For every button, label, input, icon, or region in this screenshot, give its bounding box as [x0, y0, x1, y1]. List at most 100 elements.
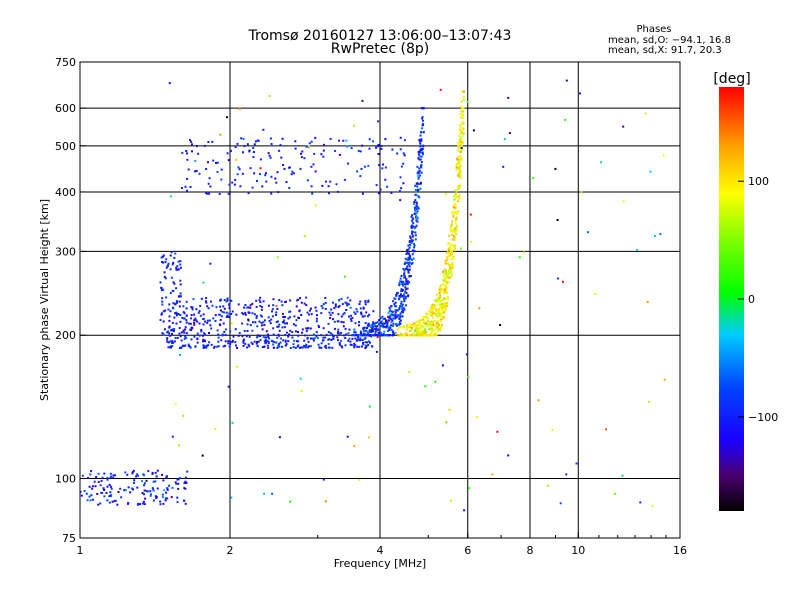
data-point	[458, 165, 461, 168]
data-point	[248, 335, 251, 338]
data-point	[337, 306, 340, 308]
data-point	[557, 277, 560, 280]
data-point	[143, 489, 146, 492]
data-point	[452, 230, 455, 232]
data-point	[413, 227, 416, 230]
data-point	[242, 340, 245, 342]
chart-title: Tromsø 20160127 13:06:00–13:07:43	[248, 28, 512, 44]
data-point	[171, 333, 173, 336]
colorbar-label: [deg]	[713, 71, 750, 87]
data-point	[358, 321, 360, 323]
data-point	[405, 292, 408, 294]
data-point	[248, 345, 251, 348]
data-point	[357, 338, 360, 341]
data-point	[414, 330, 417, 333]
data-point	[236, 142, 239, 145]
data-point	[174, 337, 177, 339]
data-point	[184, 335, 187, 338]
y-tick-label: 75	[62, 532, 76, 545]
data-point	[348, 328, 351, 331]
data-point	[215, 306, 218, 309]
x-tick-label: 2	[227, 544, 234, 557]
data-point	[639, 501, 642, 504]
data-point	[338, 304, 341, 307]
data-point	[562, 280, 564, 283]
data-point	[453, 231, 456, 233]
data-point	[322, 339, 325, 342]
data-point	[417, 176, 420, 179]
data-point	[290, 173, 293, 176]
data-point	[390, 305, 393, 308]
data-point	[410, 323, 412, 326]
data-point	[419, 187, 422, 190]
data-point	[263, 324, 266, 326]
data-point	[177, 313, 180, 315]
data-point	[166, 488, 169, 491]
data-point	[443, 304, 446, 306]
data-point	[180, 295, 182, 298]
data-point	[334, 303, 337, 306]
data-point	[167, 308, 170, 311]
data-point	[354, 331, 357, 334]
data-point	[164, 260, 167, 263]
data-point	[403, 308, 406, 311]
data-point	[105, 492, 108, 494]
data-point	[565, 473, 568, 476]
data-point	[189, 345, 192, 348]
data-point	[424, 334, 426, 337]
data-point	[218, 323, 221, 326]
data-point	[85, 492, 88, 495]
data-point	[215, 162, 217, 164]
data-point	[448, 269, 451, 272]
data-point	[283, 319, 286, 322]
data-point	[406, 326, 409, 329]
data-point	[461, 130, 464, 132]
data-point	[452, 235, 455, 238]
data-point	[399, 277, 402, 280]
data-point	[448, 263, 451, 266]
data-point	[360, 312, 363, 315]
data-point	[182, 311, 185, 314]
data-point	[179, 346, 182, 349]
data-point	[507, 454, 510, 457]
data-point	[275, 313, 277, 316]
data-point	[343, 334, 346, 337]
data-point	[168, 326, 171, 329]
data-point	[142, 500, 145, 503]
data-point	[285, 343, 288, 346]
data-point	[458, 143, 461, 146]
data-point	[468, 487, 470, 490]
data-point	[256, 325, 259, 328]
data-point	[429, 323, 432, 326]
data-point	[254, 321, 257, 324]
data-point	[258, 299, 261, 302]
data-point	[156, 469, 159, 472]
data-point	[454, 203, 457, 206]
data-point	[191, 306, 194, 309]
data-point	[340, 315, 343, 318]
data-point	[403, 300, 406, 303]
data-point	[411, 235, 414, 238]
data-point	[242, 138, 245, 140]
data-point	[168, 315, 171, 318]
data-point	[403, 283, 406, 286]
data-point	[432, 334, 435, 337]
data-point	[206, 192, 209, 195]
data-point	[305, 304, 308, 307]
data-point	[228, 312, 231, 315]
data-point	[87, 477, 89, 479]
data-point	[443, 297, 446, 300]
data-point	[457, 161, 460, 164]
data-point	[449, 247, 452, 250]
data-point	[284, 334, 287, 336]
data-point	[412, 234, 415, 237]
data-point	[248, 150, 251, 153]
data-point	[340, 332, 343, 334]
data-point	[79, 490, 82, 493]
data-point	[169, 254, 172, 257]
data-point	[413, 323, 416, 326]
data-point	[173, 256, 176, 259]
data-point	[411, 224, 414, 227]
data-point	[293, 339, 296, 342]
data-point	[433, 306, 436, 309]
